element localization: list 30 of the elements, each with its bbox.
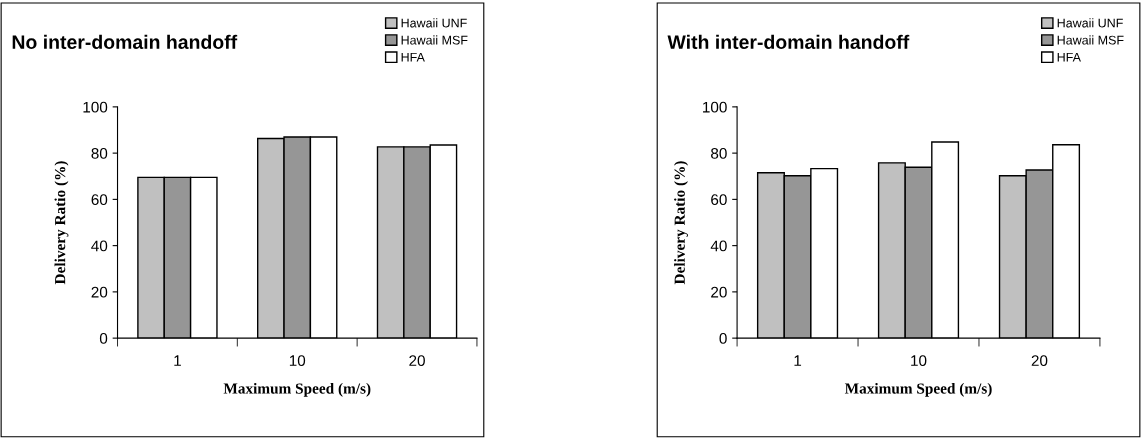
y-tick-label: 60 — [91, 194, 108, 206]
x-tick-label: 20 — [1031, 355, 1048, 367]
y-tick-label: 20 — [711, 286, 727, 298]
legend-label: HFA — [401, 52, 425, 62]
x-axis-title: Maximum Speed (m/s) — [844, 382, 992, 397]
legend-label: Hawaii MSF — [401, 35, 468, 45]
y-tick-label: 0 — [719, 333, 727, 344]
y-tick-label: 40 — [710, 240, 727, 252]
y-axis-title: Delivery Ratio (%) — [674, 161, 688, 285]
chart-title: No inter-domain handoff — [12, 34, 238, 50]
x-tick-label: 10 — [289, 355, 306, 367]
chart-title: With inter-domain handoff — [667, 34, 910, 50]
y-tick-label: 80 — [711, 147, 727, 159]
x-tick-label: 20 — [409, 355, 425, 367]
x-tick-label: 1 — [174, 355, 181, 366]
y-tick-label: 20 — [91, 286, 108, 298]
legend-label: Hawaii UNF — [401, 18, 467, 28]
x-axis-title: Maximum Speed (m/s) — [223, 382, 371, 397]
y-axis-title: Delivery Ratio (%) — [54, 161, 69, 285]
legend-label: Hawaii UNF — [1057, 18, 1123, 28]
y-tick-label: 80 — [91, 147, 108, 159]
x-tick-label: 1 — [794, 355, 802, 366]
y-tick-label: 0 — [99, 333, 108, 344]
y-tick-label: 60 — [711, 194, 727, 206]
y-tick-label: 100 — [83, 101, 108, 113]
legend-label: Hawaii MSF — [1057, 35, 1124, 45]
y-tick-label: 40 — [91, 240, 108, 252]
y-tick-label: 100 — [703, 101, 727, 113]
x-tick-label: 10 — [911, 355, 927, 367]
legend-label: HFA — [1057, 52, 1081, 62]
